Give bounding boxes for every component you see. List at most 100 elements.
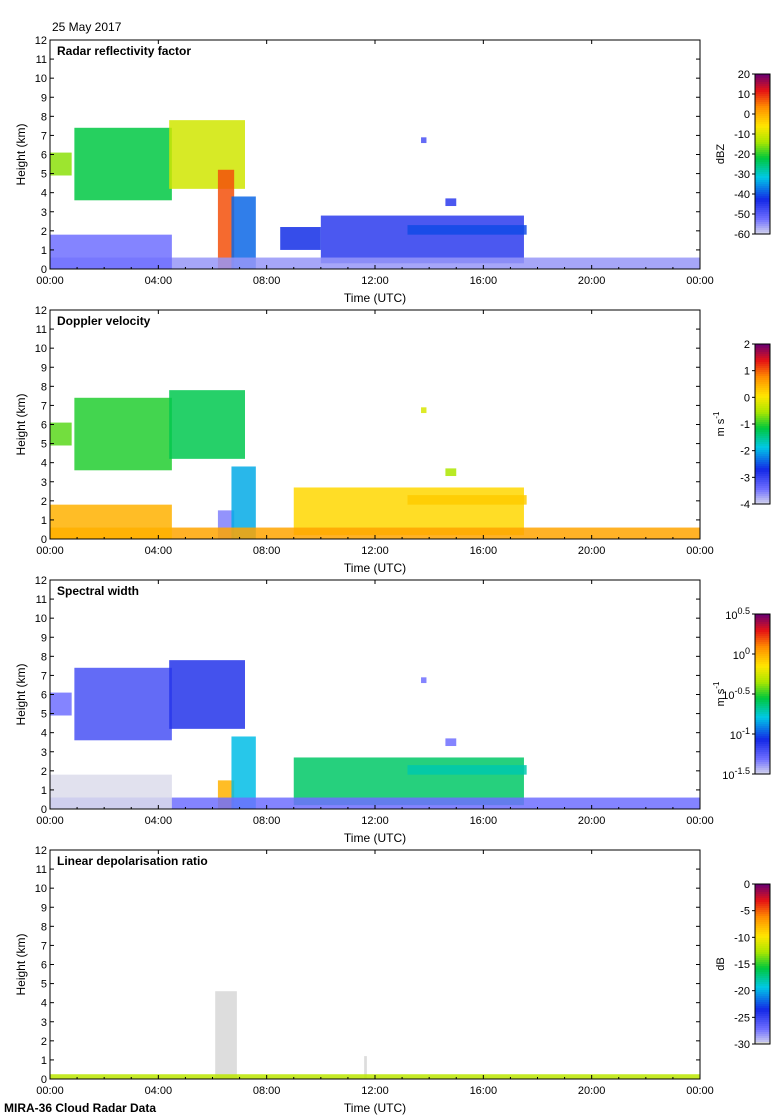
colorbar-segment bbox=[755, 198, 770, 201]
colorbar-segment bbox=[755, 746, 770, 749]
x-tick-label: 16:00 bbox=[470, 815, 498, 827]
colorbar-segment bbox=[755, 414, 770, 417]
data-cell bbox=[280, 227, 321, 250]
colorbar-segment bbox=[755, 676, 770, 679]
colorbar-segment bbox=[755, 932, 770, 935]
colorbar-segment bbox=[755, 174, 770, 177]
colorbar-segment bbox=[755, 934, 770, 937]
colorbar-segment bbox=[755, 344, 770, 347]
colorbar-segment bbox=[755, 924, 770, 927]
colorbar-segment bbox=[755, 938, 770, 941]
colorbar-segment bbox=[755, 356, 770, 359]
colorbar-segment bbox=[755, 980, 770, 983]
colorbar-segment bbox=[755, 102, 770, 105]
colorbar-segment bbox=[755, 476, 770, 479]
colorbar-segment bbox=[755, 458, 770, 461]
colorbar-segment bbox=[755, 660, 770, 663]
colorbar-segment bbox=[755, 900, 770, 903]
colorbar-segment bbox=[755, 958, 770, 961]
colorbar-segment bbox=[755, 448, 770, 451]
colorbar-segment bbox=[755, 1024, 770, 1027]
colorbar-segment bbox=[755, 752, 770, 755]
colorbar-segment bbox=[755, 162, 770, 165]
colorbar-segment bbox=[755, 386, 770, 389]
y-tick-label: 1 bbox=[41, 785, 47, 797]
colorbar-segment bbox=[755, 666, 770, 669]
colorbar-segment bbox=[755, 80, 770, 83]
colorbar-segment bbox=[755, 114, 770, 117]
colorbar-segment bbox=[755, 466, 770, 469]
colorbar-segment bbox=[755, 652, 770, 655]
colorbar-tick-label: -50 bbox=[734, 209, 750, 221]
y-tick-label: 10 bbox=[35, 343, 47, 355]
colorbar-segment bbox=[755, 454, 770, 457]
panel-title: Linear depolarisation ratio bbox=[57, 854, 208, 868]
colorbar-segment bbox=[755, 470, 770, 473]
colorbar-segment bbox=[755, 950, 770, 953]
panel-title: Spectral width bbox=[57, 584, 139, 598]
colorbar-tick-label: -5 bbox=[740, 906, 750, 918]
colorbar-segment bbox=[755, 744, 770, 747]
x-tick-label: 04:00 bbox=[145, 1085, 173, 1097]
colorbar-tick-label: 20 bbox=[738, 69, 750, 81]
colorbar-segment bbox=[755, 428, 770, 431]
colorbar-segment bbox=[755, 762, 770, 765]
y-tick-label: 4 bbox=[41, 998, 47, 1010]
colorbar-segment bbox=[755, 956, 770, 959]
colorbar-segment bbox=[755, 146, 770, 149]
colorbar-segment bbox=[755, 224, 770, 227]
colorbar-segment bbox=[755, 720, 770, 723]
colorbar-segment bbox=[755, 166, 770, 169]
colorbar-segment bbox=[755, 886, 770, 889]
colorbar-segment bbox=[755, 416, 770, 419]
colorbar-segment bbox=[755, 952, 770, 955]
colorbar-segment bbox=[755, 170, 770, 173]
colorbar-segment bbox=[755, 108, 770, 111]
colorbar-segment bbox=[755, 106, 770, 109]
data-cell bbox=[445, 198, 457, 207]
colorbar-segment bbox=[755, 132, 770, 135]
colorbar-segment bbox=[755, 400, 770, 403]
x-tick-label: 04:00 bbox=[145, 545, 173, 557]
colorbar-segment bbox=[755, 142, 770, 145]
x-tick-label: 00:00 bbox=[686, 815, 714, 827]
y-tick-label: 3 bbox=[41, 477, 47, 489]
data-cell bbox=[364, 1056, 367, 1079]
colorbar-segment bbox=[755, 128, 770, 131]
colorbar-segment bbox=[755, 90, 770, 93]
x-tick-label: 20:00 bbox=[578, 545, 606, 557]
colorbar-segment bbox=[755, 144, 770, 147]
colorbar-segment bbox=[755, 1004, 770, 1007]
data-cell bbox=[50, 774, 172, 809]
colorbar-segment bbox=[755, 218, 770, 221]
data-cell bbox=[50, 234, 172, 269]
colorbar-segment bbox=[755, 954, 770, 957]
colorbar-tick-label: 10-1 bbox=[730, 726, 750, 742]
colorbar-segment bbox=[755, 718, 770, 721]
colorbar-segment bbox=[755, 86, 770, 89]
colorbar-segment bbox=[755, 614, 770, 617]
colorbar-segment bbox=[755, 156, 770, 159]
colorbar-segment bbox=[755, 204, 770, 207]
colorbar-segment bbox=[755, 1030, 770, 1033]
x-tick-label: 08:00 bbox=[253, 815, 281, 827]
colorbar-segment bbox=[755, 84, 770, 87]
colorbar-segment bbox=[755, 1012, 770, 1015]
colorbar-segment bbox=[755, 384, 770, 387]
colorbar-segment bbox=[755, 76, 770, 79]
x-tick-label: 16:00 bbox=[470, 545, 498, 557]
colorbar-segment bbox=[755, 418, 770, 421]
colorbar-segment bbox=[755, 630, 770, 633]
data-cell bbox=[445, 738, 457, 747]
x-tick-label: 00:00 bbox=[686, 545, 714, 557]
x-tick-label: 16:00 bbox=[470, 275, 498, 287]
colorbar-segment bbox=[755, 644, 770, 647]
colorbar-segment bbox=[755, 122, 770, 125]
colorbar-segment bbox=[755, 972, 770, 975]
colorbar-segment bbox=[755, 420, 770, 423]
colorbar-segment bbox=[755, 770, 770, 773]
colorbar-segment bbox=[755, 210, 770, 213]
y-tick-label: 2 bbox=[41, 1036, 47, 1048]
colorbar-segment bbox=[755, 678, 770, 681]
colorbar-segment bbox=[755, 486, 770, 489]
